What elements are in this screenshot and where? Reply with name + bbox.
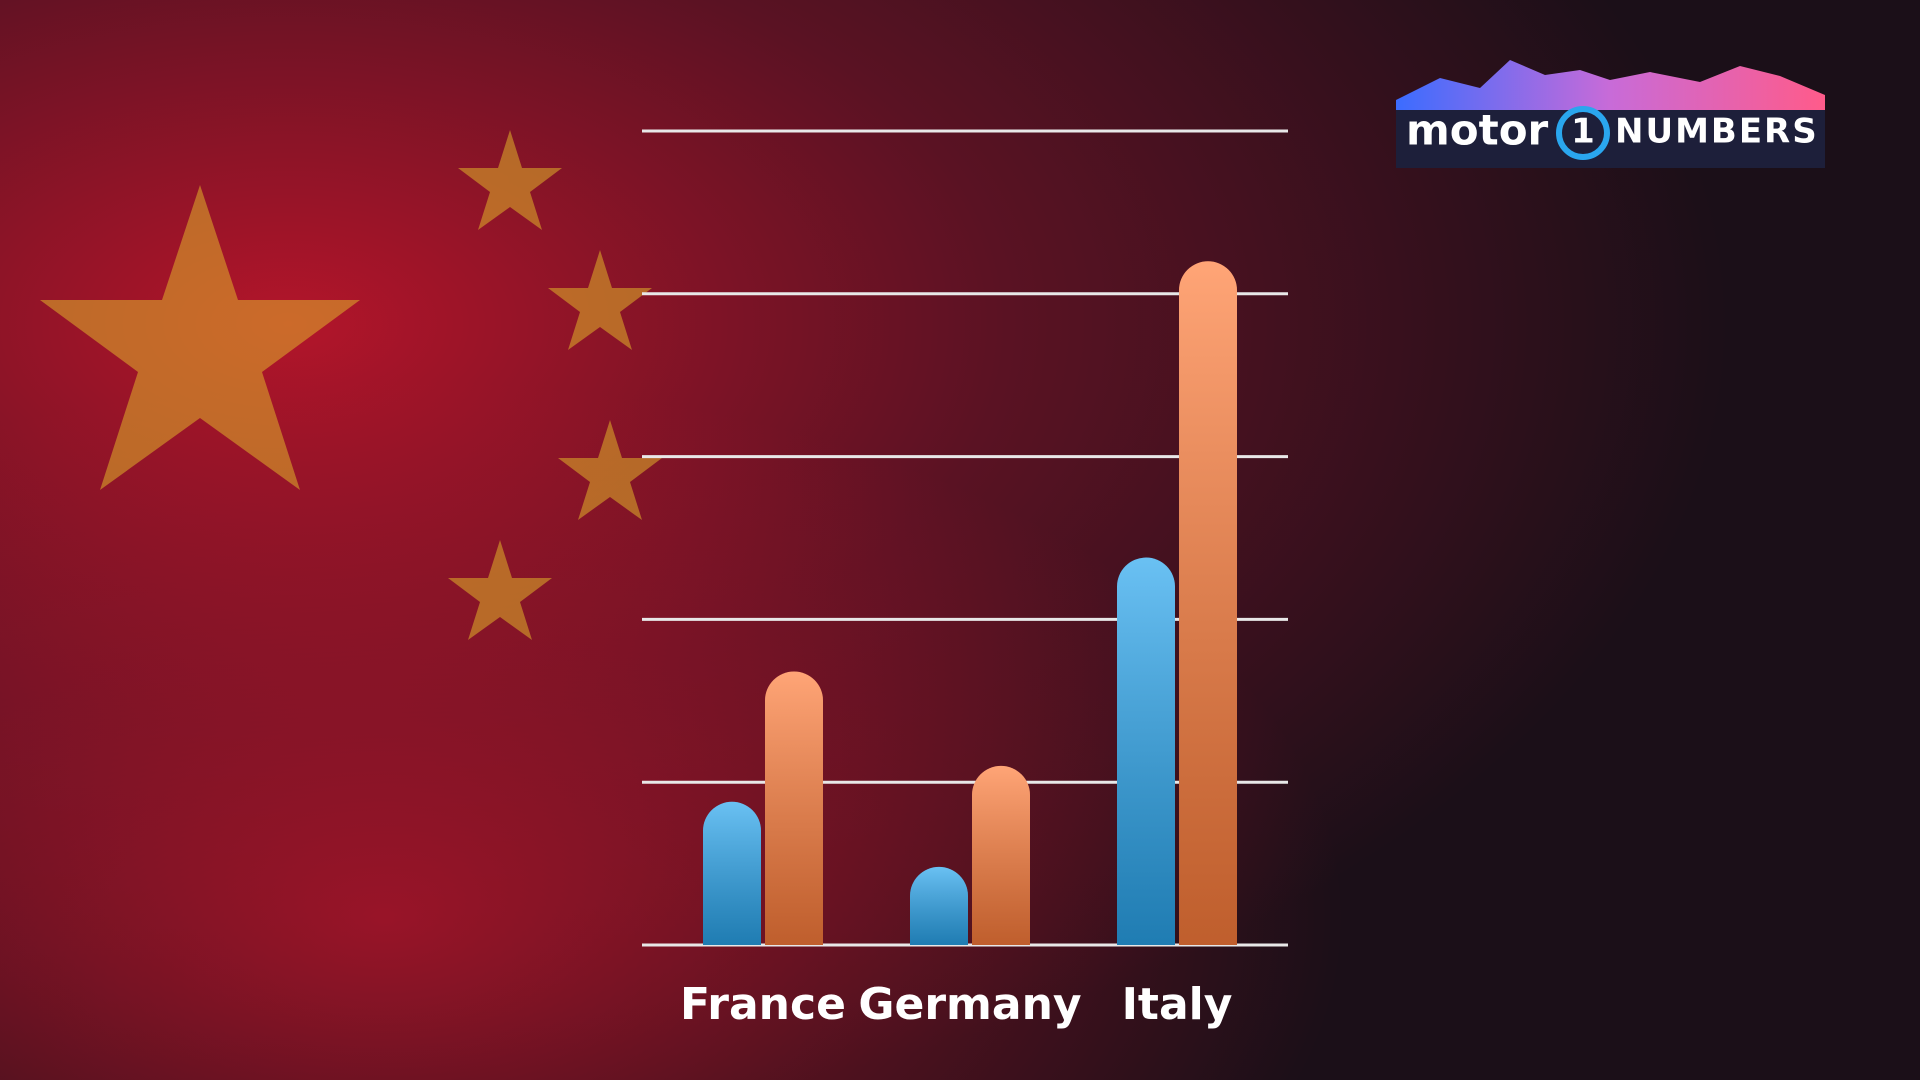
bar-shade <box>1179 261 1237 945</box>
bar-shade <box>910 866 968 945</box>
logo-mark: 1 <box>1571 112 1595 152</box>
bar-shade <box>765 671 823 945</box>
x-tick-label: France <box>680 979 846 1030</box>
x-tick-label: Italy <box>1122 979 1233 1030</box>
logo-right: NUMBERS <box>1615 112 1819 152</box>
logo: motor 1 NUMBERS <box>1396 60 1825 168</box>
logo-mountains <box>1396 60 1825 120</box>
x-tick-label: Germany <box>858 979 1081 1030</box>
logo-left: motor <box>1406 106 1549 155</box>
logo-plate <box>1396 110 1825 168</box>
bar-shade <box>1117 557 1175 945</box>
bar-shade <box>703 801 761 945</box>
bar-shade <box>972 765 1030 945</box>
logo-ring <box>1556 106 1610 160</box>
flag-stars <box>40 130 662 640</box>
